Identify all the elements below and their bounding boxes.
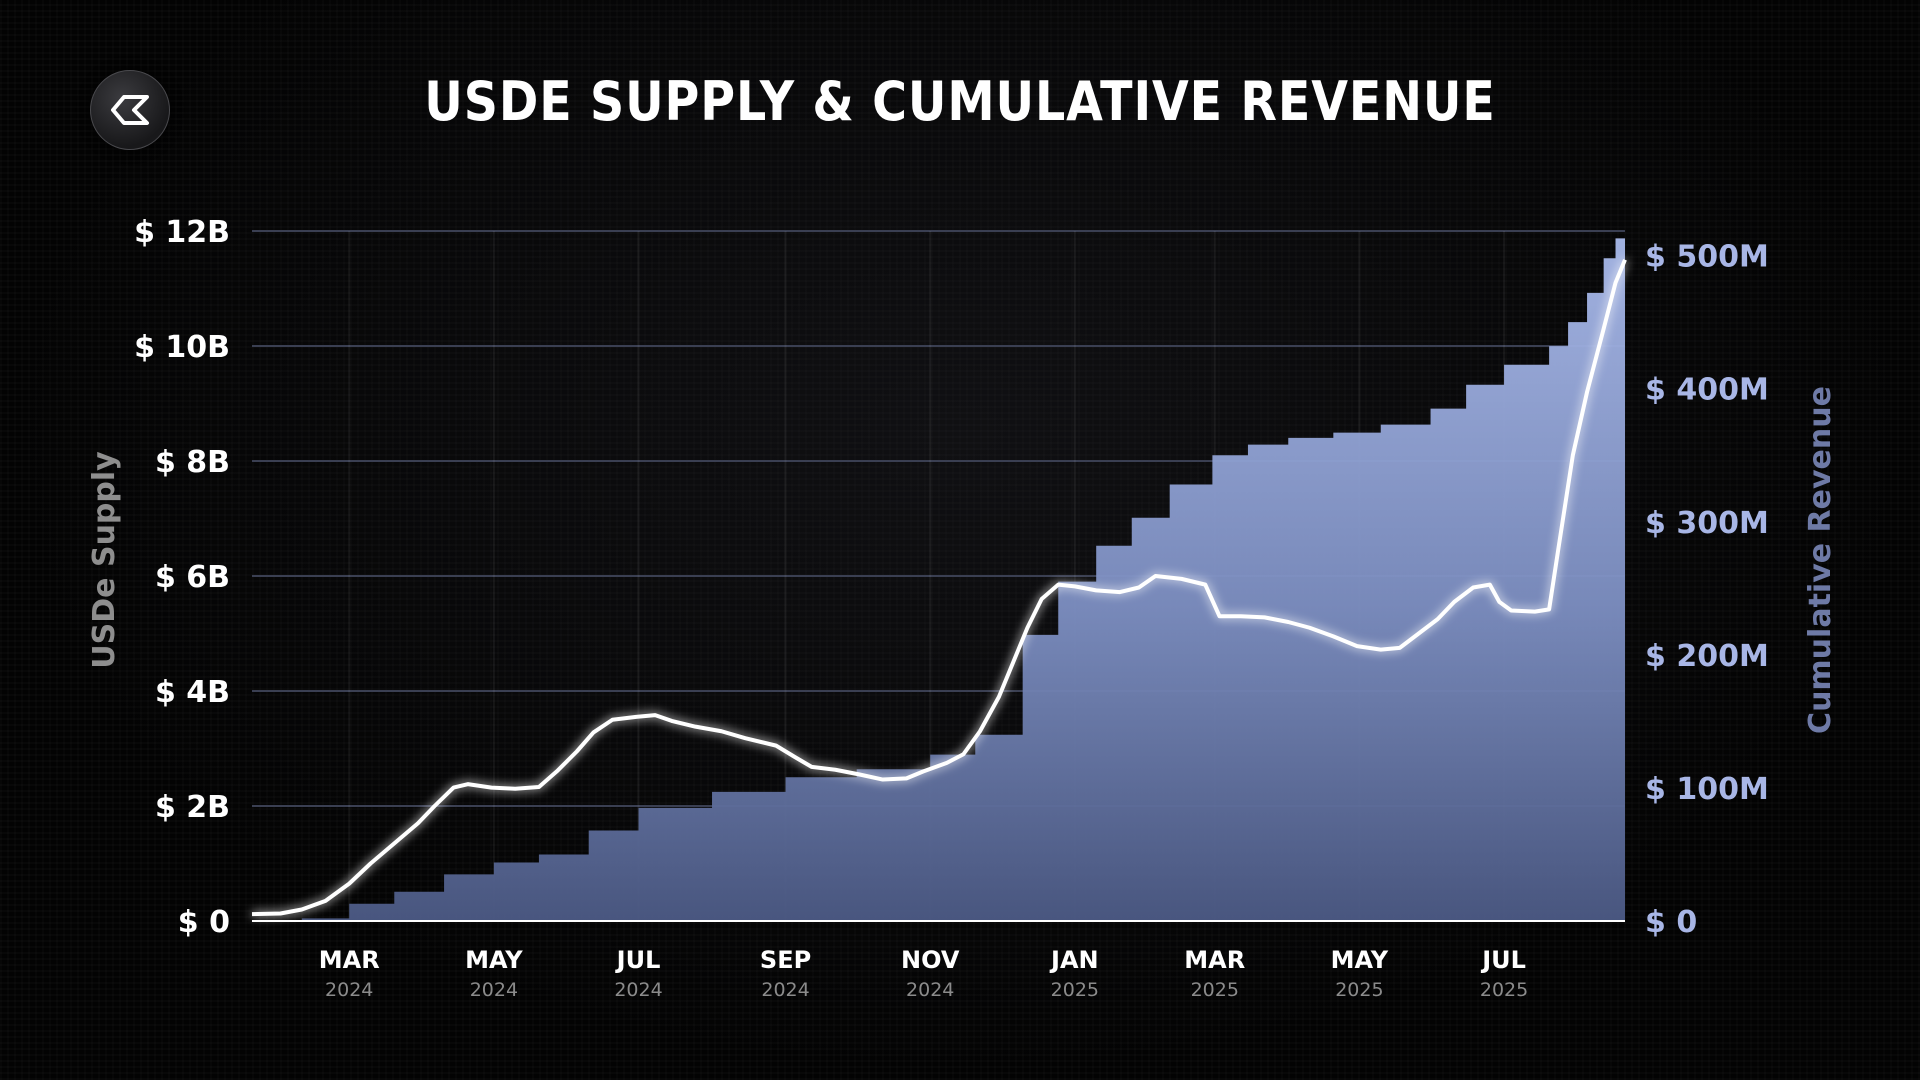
y-left-tick-label: $ 2B — [155, 790, 230, 825]
chart-title: USDE SUPPLY & CUMULATIVE REVENUE — [424, 70, 1496, 133]
y-right-tick-label: $ 400M — [1645, 373, 1769, 408]
x-tick-month: JAN — [1049, 946, 1099, 974]
axes: $ 0 $ 2B $ 4B $ 6B $ 8B $ 10B $ 12B $ 0 $ 100M $ … — [87, 215, 1838, 1001]
y-right-axis-title: Cumulative Revenue — [1803, 386, 1838, 734]
x-tick-month: MAR — [319, 946, 380, 974]
y-left-tick-label: $ 10B — [134, 330, 230, 365]
x-tick-year: 2024 — [325, 979, 373, 1001]
x-tick-year: 2024 — [470, 979, 518, 1001]
y-left-tick-label: $ 8B — [155, 445, 230, 480]
x-tick-year: 2024 — [906, 979, 954, 1001]
revenue-area-layer — [252, 231, 1625, 921]
supply-line — [251, 258, 1627, 917]
revenue-area — [252, 231, 1625, 921]
x-tick-month: MAY — [465, 946, 523, 974]
ethena-logo-icon — [90, 70, 170, 150]
x-tick-month: JUL — [615, 946, 661, 974]
x-tick-month: JUL — [1480, 946, 1526, 974]
y-right-tick-label: $ 300M — [1645, 506, 1769, 541]
grid-lines — [252, 230, 1625, 921]
y-right-tick-label: $ 100M — [1645, 772, 1769, 807]
x-tick-year: 2025 — [1335, 979, 1383, 1001]
x-tick-month: SEP — [760, 946, 811, 974]
y-right-tick-label: $ 500M — [1645, 240, 1769, 275]
y-left-tick-label: $ 0 — [178, 905, 230, 940]
x-tick-month: NOV — [901, 946, 960, 974]
x-tick-year: 2024 — [761, 979, 809, 1001]
y-left-tick-label: $ 12B — [134, 215, 230, 250]
y-right-tick-label: $ 0 — [1645, 905, 1697, 940]
x-tick-year: 2025 — [1191, 979, 1239, 1001]
y-left-tick-label: $ 4B — [155, 675, 230, 710]
x-tick-year: 2025 — [1051, 979, 1099, 1001]
x-tick-year: 2024 — [614, 979, 662, 1001]
x-tick-year: 2025 — [1480, 979, 1528, 1001]
y-left-tick-label: $ 6B — [155, 560, 230, 595]
x-tick-month: MAY — [1331, 946, 1389, 974]
supply-line-layer — [251, 258, 1627, 917]
x-tick-month: MAR — [1184, 946, 1245, 974]
y-left-axis-title: USDe Supply — [87, 451, 122, 669]
y-right-tick-label: $ 200M — [1645, 639, 1769, 674]
